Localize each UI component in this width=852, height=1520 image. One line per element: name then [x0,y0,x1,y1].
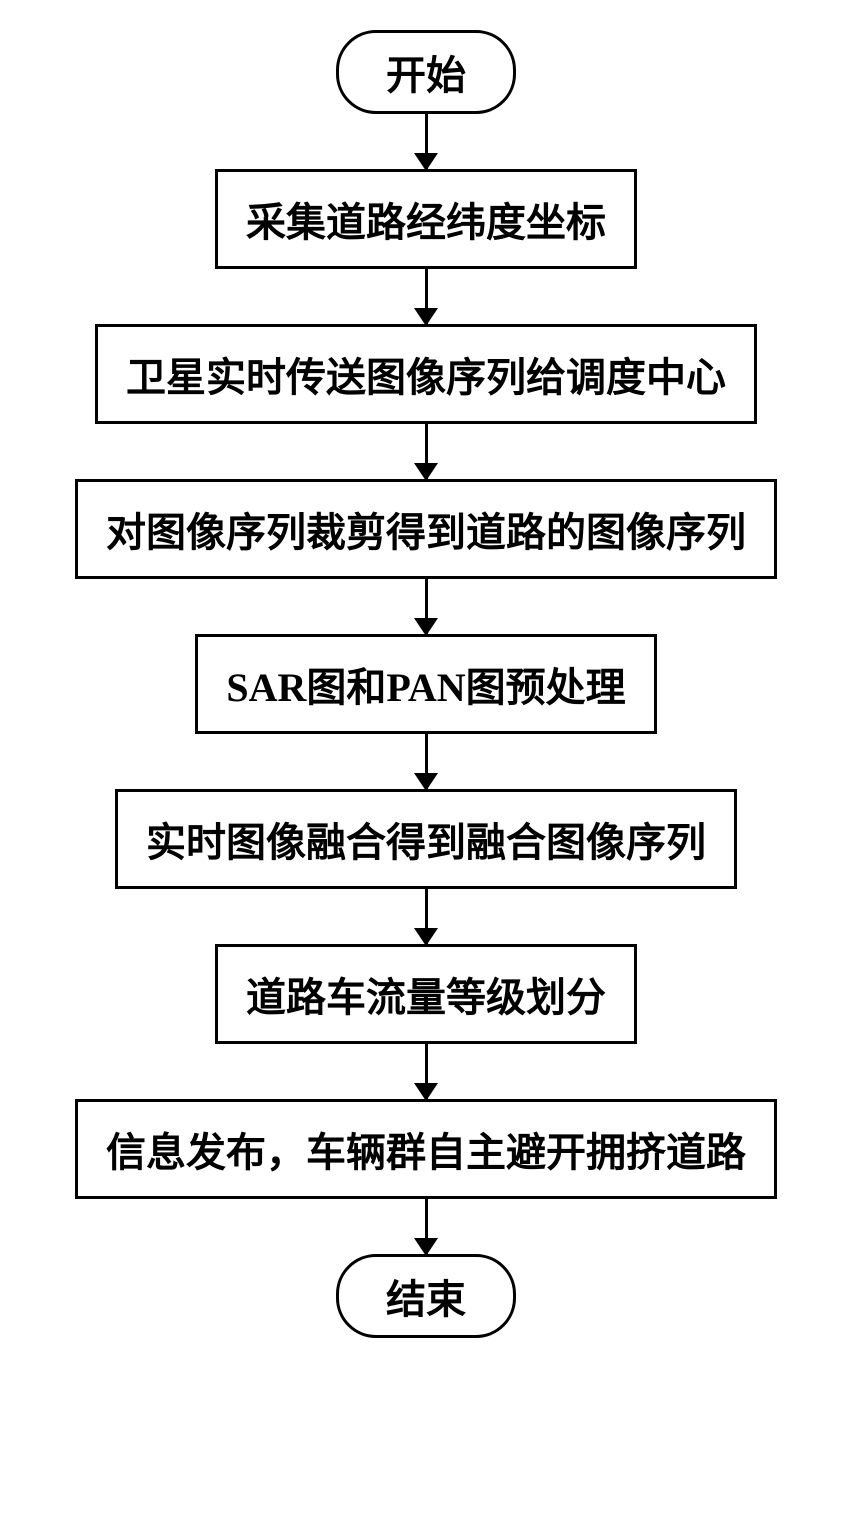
terminal-start: 开始 [336,30,516,114]
arrow [425,269,428,324]
arrow [425,1044,428,1099]
process-step3: 对图像序列裁剪得到道路的图像序列 [75,479,777,579]
arrow [425,579,428,634]
process-step1: 采集道路经纬度坐标 [215,169,637,269]
arrow [425,734,428,789]
process-step6: 道路车流量等级划分 [215,944,637,1044]
arrow [425,114,428,169]
terminal-end: 结束 [336,1254,516,1338]
arrow [425,889,428,944]
arrow [425,424,428,479]
process-step7: 信息发布，车辆群自主避开拥挤道路 [75,1099,777,1199]
arrow [425,1199,428,1254]
flowchart-container: 开始 采集道路经纬度坐标 卫星实时传送图像序列给调度中心 对图像序列裁剪得到道路… [0,0,852,1338]
process-step2: 卫星实时传送图像序列给调度中心 [95,324,757,424]
process-step5: 实时图像融合得到融合图像序列 [115,789,737,889]
process-step4: SAR图和PAN图预处理 [195,634,656,734]
